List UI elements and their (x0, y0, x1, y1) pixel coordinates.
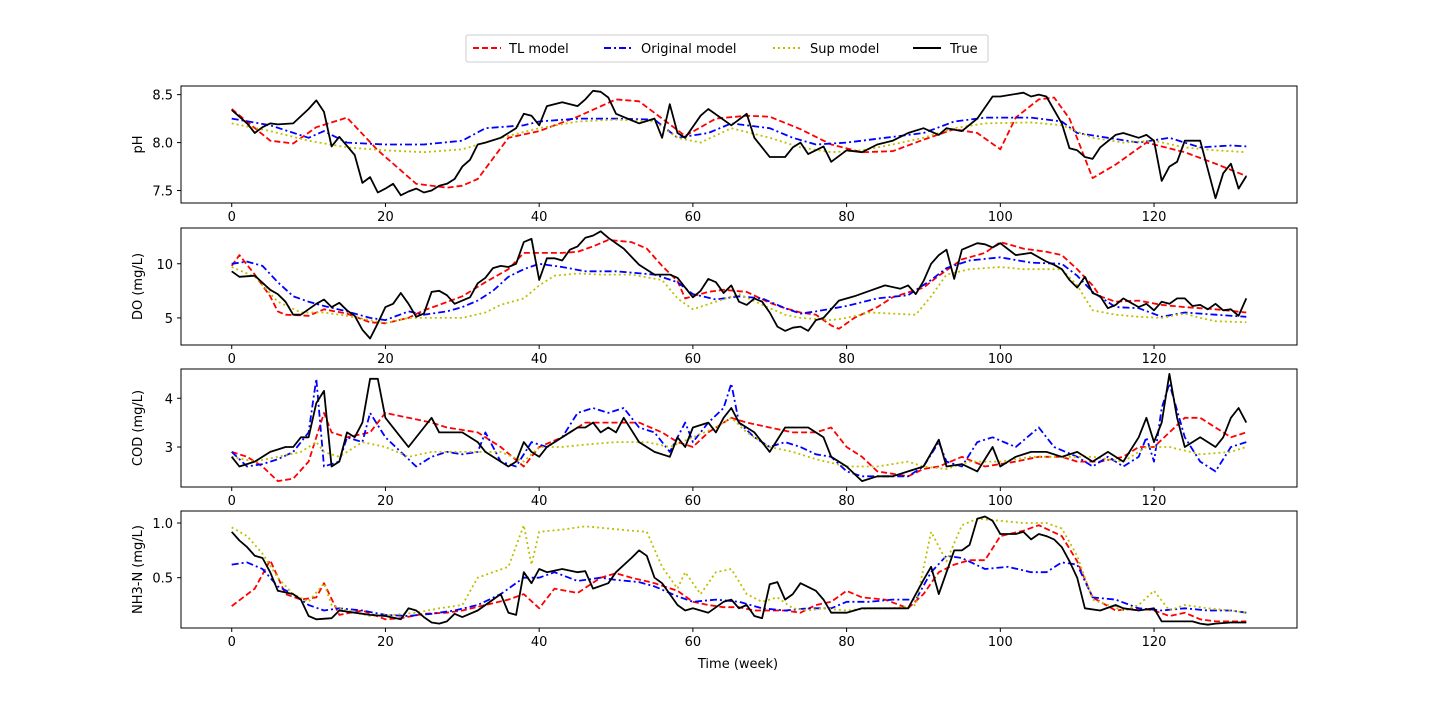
x-tick-label: 60 (685, 635, 702, 650)
series-line-sup-model (231, 266, 1247, 325)
x-tick-label: 80 (838, 352, 855, 367)
series-line-original-model (231, 116, 1247, 149)
y-tick-label: 5 (165, 312, 173, 327)
y-axis-label: DO (mg/L) (131, 253, 146, 320)
x-tick-label: 60 (685, 210, 702, 225)
legend-item-original-model: Original model (604, 42, 736, 57)
series-group (230, 373, 1248, 482)
x-tick-label: 60 (685, 494, 702, 509)
series-line-original-model (231, 256, 1247, 321)
series-group (231, 89, 1248, 200)
x-tick-label: 20 (377, 494, 394, 509)
y-tick-label: 7.5 (152, 185, 173, 200)
x-tick-label: 100 (988, 210, 1013, 225)
legend-box (465, 34, 989, 63)
x-tick-label: 120 (1142, 210, 1167, 225)
series-line-sup-model (231, 517, 1247, 617)
x-tick-label: 40 (531, 494, 548, 509)
x-tick-label: 0 (228, 635, 236, 650)
series-line-true (230, 373, 1248, 482)
x-tick-label: 80 (838, 635, 855, 650)
y-axis-label: COD (mg/L) (131, 390, 146, 466)
y-tick-label: 3 (165, 441, 173, 456)
x-tick-label: 60 (685, 352, 702, 367)
plot-frame (180, 85, 1298, 204)
x-tick-label: 40 (531, 352, 548, 367)
series-line-true (231, 230, 1248, 340)
x-axis-label: Time (week) (697, 657, 778, 672)
panel-3: 0 20 40 60 80 100 120 0.5 1.0 NH3-N (mg/L) Time (w… (131, 510, 1298, 672)
x-tick-label: 120 (1142, 352, 1167, 367)
y-tick-label: 8.5 (152, 89, 173, 104)
x-tick-label: 0 (228, 494, 236, 509)
y-tick-label: 8.0 (152, 137, 173, 152)
y-axis-label: pH (131, 135, 146, 153)
plot-frame (180, 368, 1298, 488)
series-group (230, 230, 1248, 340)
series-line-tl-model (230, 239, 1247, 330)
panel-1: 0 20 40 60 80 100 120 5 10 DO (mg/L) (131, 227, 1298, 367)
x-tick-label: 40 (531, 210, 548, 225)
x-tick-label: 20 (377, 352, 394, 367)
y-tick-label: 4 (165, 392, 173, 407)
x-tick-label: 120 (1142, 635, 1167, 650)
x-tick-label: 100 (988, 494, 1013, 509)
x-tick-label: 80 (838, 494, 855, 509)
legend-item-tl-model: TL model (473, 42, 569, 57)
series-line-sup-model (231, 416, 1247, 470)
plot-frame (180, 227, 1298, 346)
legend: TL model Original model Sup model True (465, 34, 989, 63)
legend-label-true: True (949, 42, 978, 57)
y-tick-label: 0.5 (152, 572, 173, 587)
x-tick-label: 100 (988, 352, 1013, 367)
panel-0: 0 20 40 60 80 100 120 7.5 8.0 8.5 pH (131, 85, 1298, 225)
y-tick-label: 10 (156, 258, 173, 273)
series-line-tl-model (231, 96, 1247, 189)
x-tick-label: 120 (1142, 494, 1167, 509)
x-tick-label: 20 (377, 210, 394, 225)
legend-label-original-model: Original model (641, 42, 736, 57)
series-line-true (231, 89, 1248, 200)
x-tick-label: 20 (377, 635, 394, 650)
x-tick-label: 80 (838, 210, 855, 225)
series-line-true (231, 515, 1247, 626)
x-tick-label: 0 (228, 352, 236, 367)
legend-label-tl-model: TL model (508, 42, 569, 57)
series-group (231, 515, 1247, 626)
plot-frame (180, 510, 1298, 629)
y-axis-label: NH3-N (mg/L) (131, 525, 146, 614)
x-tick-label: 100 (988, 635, 1013, 650)
legend-item-true: True (913, 42, 978, 57)
panel-2: 0 20 40 60 80 100 120 3 4 COD (mg/L) (131, 368, 1298, 509)
legend-item-sup-model: Sup model (773, 42, 879, 57)
x-tick-label: 0 (228, 210, 236, 225)
x-tick-label: 40 (531, 635, 548, 650)
series-line-tl-model (231, 524, 1247, 623)
y-tick-label: 1.0 (152, 517, 173, 532)
legend-label-sup-model: Sup model (810, 42, 879, 57)
